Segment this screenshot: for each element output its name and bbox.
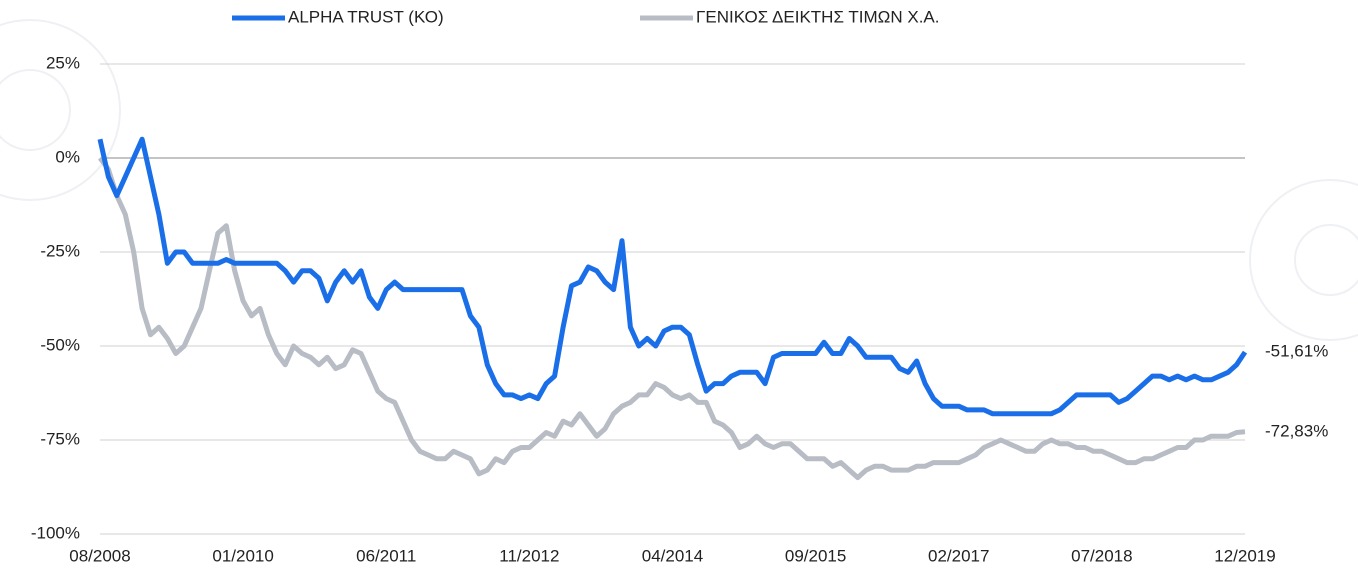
y-tick-label: 0% [55,147,80,166]
y-tick-label: -100% [31,523,80,542]
y-tick-label: -50% [40,335,80,354]
legend-label: ΓΕΝΙΚΟΣ ΔΕΙΚΤΗΣ ΤΙΜΩΝ Χ.Α. [696,7,939,26]
x-tick-label: 09/2015 [785,546,846,565]
y-tick-label: 25% [46,53,80,72]
end-label: -51,61% [1265,342,1328,361]
x-tick-label: 01/2010 [212,546,273,565]
series-line [100,158,1245,478]
x-tick-label: 08/2008 [69,546,130,565]
plot-area: -72,83% -51,61% [100,139,1328,477]
x-tick-label: 04/2014 [642,546,703,565]
y-tick-label: -75% [40,429,80,448]
x-tick-label: 07/2018 [1071,546,1132,565]
x-tick-label: 12/2019 [1214,546,1275,565]
legend-label: ALPHA TRUST (ΚΟ) [288,7,444,26]
x-tick-label: 02/2017 [928,546,989,565]
chart: -100% -75% -50% -25% 0% 25% 08/2008 01/2010 06/2… [0,0,1358,574]
series-line [100,139,1245,414]
x-tick-label: 06/2011 [356,546,416,565]
grid: -100% -75% -50% -25% 0% 25% 08/2008 01/2010 06/2… [31,53,1276,565]
y-tick-label: -25% [40,241,80,260]
end-label: -72,83% [1265,421,1328,440]
x-tick-label: 11/2012 [499,546,559,565]
legend: ALPHA TRUST (ΚΟ) ΓΕΝΙΚΟΣ ΔΕΙΚΤΗΣ ΤΙΜΩΝ Χ.… [232,7,939,26]
